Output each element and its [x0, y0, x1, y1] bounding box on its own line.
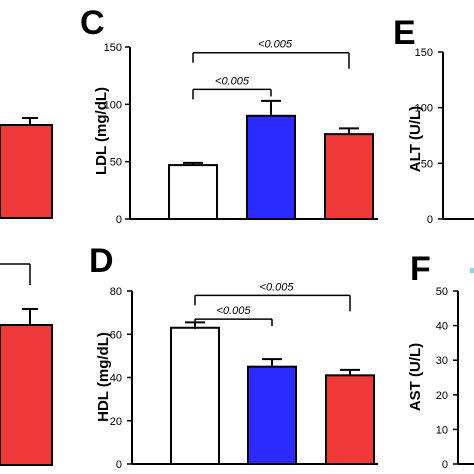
panel-d-p-value-label: <0.005 [260, 281, 295, 293]
panel-f: F AST (U/L) 0 10 20 30 40 50 [407, 250, 474, 471]
panel-c-p-value-label: <0.005 [215, 75, 250, 87]
panel-d-y-axis-title: HDL (mg/dL) [95, 332, 112, 422]
panel-d-y-tick-label: 60 [110, 329, 122, 341]
panel-c-letter: C [80, 4, 105, 42]
panel-c-y-tick-label: 100 [104, 99, 122, 111]
panel-c-bar [246, 114, 296, 220]
panel-d-y-tick-label: 40 [110, 373, 122, 385]
panel-c-y-axis-title: LDL (mg/dL) [93, 87, 110, 175]
panel-d-p-value-label: <0.005 [217, 305, 252, 317]
panel-c-bar [168, 164, 218, 221]
panel-c-bar [324, 133, 374, 220]
panel-f-y-tick-label: 30 [436, 355, 448, 367]
panel-c: C LDL (mg/dL) 0 50 100 150 <0.005 <0.005 [80, 4, 378, 226]
panel-d-bar [325, 374, 375, 465]
panel-d-y-tick-label: 0 [116, 459, 122, 471]
panel-f-plot-area: 0 10 20 30 40 50 [436, 286, 474, 471]
panel-f-y-tick-label: 0 [442, 459, 448, 471]
panel-e-y-tick-label: 100 [415, 103, 433, 115]
cropped-panel-top [0, 117, 53, 219]
panel-f-bleed-mark [470, 268, 474, 273]
panel-d-bar [170, 326, 220, 466]
panel-f-y-tick-label: 40 [436, 321, 448, 333]
panel-e-y-tick-label: 150 [415, 47, 433, 59]
panel-d-y-tick-label: 20 [110, 416, 122, 428]
panel-e: E ALT (U/L) 0 50 100 150 [393, 14, 474, 226]
panel-c-y-tick-label: 50 [110, 157, 122, 169]
panel-d-letter: D [89, 242, 114, 280]
panel-e-letter: E [393, 14, 416, 52]
panel-e-y-tick-label: 0 [427, 214, 433, 226]
panel-d: D HDL (mg/dL) 0 20 40 60 80 <0.005 <0.005 [89, 242, 378, 471]
panel-f-y-tick-label: 10 [436, 424, 448, 436]
cropped-bottom-bar-red [0, 324, 53, 466]
panel-c-y-tick-label: 0 [116, 214, 122, 226]
panel-c-plot-area: 0 50 100 150 <0.005 <0.005 [104, 39, 378, 226]
panel-c-p-value-label: <0.005 [258, 39, 293, 51]
panel-c-y-tick-label: 150 [104, 42, 122, 54]
panel-f-y-tick-label: 20 [436, 390, 448, 402]
cropped-top-bar-red [0, 124, 53, 219]
panel-d-bar [247, 365, 297, 465]
panel-f-y-tick-label: 50 [436, 286, 448, 298]
panel-e-y-tick-label: 50 [421, 158, 433, 170]
panel-d-y-tick-label: 80 [110, 286, 122, 298]
panel-d-plot-area: 0 20 40 60 80 <0.005 <0.005 [110, 281, 378, 471]
panel-e-plot-area: 0 50 100 150 [415, 47, 474, 226]
panel-e-y-axis-title: ALT (U/L) [407, 106, 424, 172]
cropped-panel-bottom [0, 263, 53, 466]
panel-f-y-axis-title: AST (U/L) [407, 343, 424, 411]
panel-f-letter: F [410, 250, 431, 288]
